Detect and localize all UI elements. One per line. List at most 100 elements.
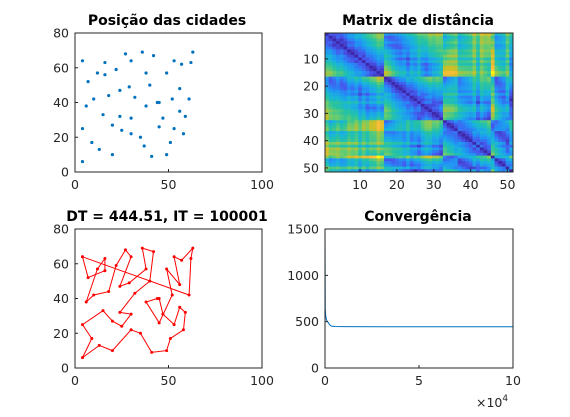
matrix-cell (350, 109, 355, 113)
matrix-cell (468, 46, 473, 50)
matrix-cell (332, 128, 337, 132)
matrix-cell (409, 109, 414, 113)
matrix-cell (454, 144, 459, 148)
matrix-cell (439, 152, 444, 157)
matrix-cell (332, 90, 337, 94)
matrix-cell (487, 68, 492, 72)
matrix-cell (406, 101, 411, 105)
matrix-cell (350, 158, 355, 162)
matrix-cell (325, 62, 330, 67)
matrix-cell (505, 41, 510, 45)
matrix-cell (435, 133, 440, 137)
matrix-cell (325, 35, 330, 39)
matrix-cell (372, 161, 378, 165)
matrix-cell (383, 112, 389, 116)
matrix-cell (339, 163, 344, 167)
matrix-cell (365, 161, 370, 165)
matrix-cell (476, 68, 481, 72)
matrix-cell (332, 117, 337, 121)
matrix-cell (428, 62, 433, 67)
matrix-cell (369, 54, 374, 58)
matrix-cell (358, 92, 363, 97)
matrix-cell (439, 147, 444, 151)
matrix-cell (328, 76, 333, 80)
matrix-cell (383, 52, 389, 56)
matrix-cell (498, 150, 503, 154)
matrix-cell (398, 133, 403, 137)
matrix-cell (461, 163, 466, 167)
matrix-cell (376, 106, 381, 110)
matrix-cell (413, 144, 418, 148)
matrix-cell (442, 62, 448, 67)
matrix-cell (501, 84, 507, 88)
matrix-cell (420, 122, 425, 127)
route-ytick-label: 60 (53, 256, 69, 271)
matrix-cell (372, 57, 378, 61)
matrix-cell (365, 117, 370, 121)
city-point (165, 71, 169, 75)
matrix-cell (347, 166, 352, 170)
matrix-cell (350, 163, 355, 167)
matrix-cell (380, 90, 385, 94)
matrix-cell (498, 169, 503, 173)
matrix-cell (435, 128, 440, 132)
matrix-cell (424, 158, 429, 162)
matrix-cell (398, 79, 403, 83)
matrix-cell (409, 65, 414, 69)
matrix-cell (336, 158, 341, 162)
matrix-cell (376, 163, 381, 167)
matrix-cell (420, 76, 425, 80)
matrix-cell (372, 169, 378, 173)
matrix-cell (431, 101, 436, 105)
matrix-cell (365, 109, 370, 113)
matrix-cell (398, 68, 403, 72)
matrix-cell (336, 35, 341, 39)
matrix-cell (343, 128, 348, 132)
matrix-cell (350, 122, 355, 127)
route-point (165, 349, 169, 353)
matrix-cell (332, 158, 337, 162)
matrix-cell (454, 46, 459, 50)
matrix-cell (417, 112, 422, 116)
matrix-cell (372, 112, 378, 116)
matrix-cell (383, 54, 389, 58)
matrix-cell (339, 33, 344, 37)
matrix-cell (450, 76, 455, 80)
matrix-cell (505, 128, 510, 132)
matrix-cell (398, 166, 403, 170)
matrix-cell (365, 158, 370, 162)
matrix-cell (472, 128, 477, 132)
matrix-cell (420, 84, 425, 88)
matrix-cell (325, 52, 330, 56)
matrix-cell (465, 54, 470, 58)
matrix-cell (435, 60, 440, 64)
matrix-cell (413, 87, 418, 91)
matrix-cell (420, 125, 425, 129)
matrix-cell (409, 87, 414, 91)
matrix-cell (472, 125, 477, 129)
matrix-cell (487, 84, 492, 88)
matrix-cell (450, 49, 455, 53)
matrix-cell (505, 87, 510, 91)
matrix-cell (476, 103, 481, 107)
matrix-cell (442, 90, 448, 94)
matrix-cell (454, 95, 459, 99)
matrix-cell (365, 57, 370, 61)
matrix-cell (332, 150, 337, 154)
matrix-cell (336, 128, 341, 132)
matrix-cell (501, 106, 507, 110)
matrix-cell (431, 109, 436, 113)
matrix-cell (483, 112, 488, 116)
matrix-cell (479, 54, 484, 58)
matrix-cell (494, 169, 499, 173)
matrix-cell (372, 158, 378, 162)
matrix-cell (468, 52, 473, 56)
matrix-cell (409, 117, 414, 121)
matrix-cell (395, 68, 400, 72)
route-point (101, 309, 105, 313)
matrix-cell (476, 62, 481, 67)
matrix-cell (472, 82, 477, 86)
matrix-cell (350, 62, 355, 67)
matrix-cell (505, 98, 510, 102)
matrix-cell (468, 139, 473, 143)
